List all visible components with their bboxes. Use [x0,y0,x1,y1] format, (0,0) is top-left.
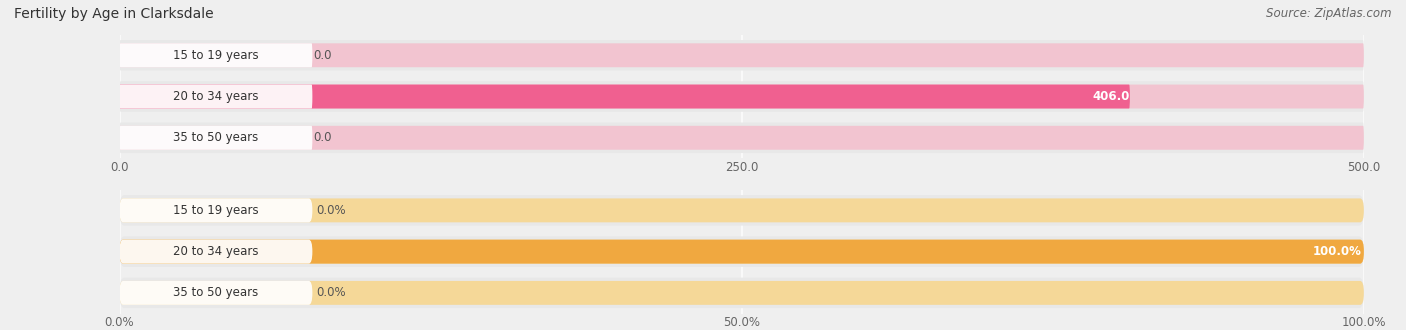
FancyBboxPatch shape [120,126,312,150]
Text: 20 to 34 years: 20 to 34 years [173,245,259,258]
FancyBboxPatch shape [120,195,1364,226]
FancyBboxPatch shape [120,126,1364,150]
Text: 406.0: 406.0 [1092,90,1129,103]
FancyBboxPatch shape [120,81,1364,112]
Text: 20 to 34 years: 20 to 34 years [173,90,259,103]
FancyBboxPatch shape [120,281,1364,305]
FancyBboxPatch shape [120,84,312,109]
FancyBboxPatch shape [120,240,1364,264]
Text: 35 to 50 years: 35 to 50 years [173,286,259,299]
Text: 0.0%: 0.0% [316,204,346,217]
FancyBboxPatch shape [120,43,1364,67]
FancyBboxPatch shape [120,198,1364,222]
Text: 0.0%: 0.0% [316,286,346,299]
FancyBboxPatch shape [120,84,1364,109]
Text: 35 to 50 years: 35 to 50 years [173,131,259,144]
Text: Source: ZipAtlas.com: Source: ZipAtlas.com [1267,7,1392,19]
Text: 100.0%: 100.0% [1313,245,1361,258]
FancyBboxPatch shape [120,281,312,305]
FancyBboxPatch shape [120,84,1130,109]
FancyBboxPatch shape [120,43,312,67]
Text: 15 to 19 years: 15 to 19 years [173,49,259,62]
FancyBboxPatch shape [120,278,1364,308]
FancyBboxPatch shape [120,240,312,264]
FancyBboxPatch shape [120,122,1364,153]
Text: 0.0: 0.0 [314,49,332,62]
Text: Fertility by Age in Clarksdale: Fertility by Age in Clarksdale [14,7,214,20]
FancyBboxPatch shape [120,236,1364,267]
Text: 15 to 19 years: 15 to 19 years [173,204,259,217]
FancyBboxPatch shape [120,40,1364,71]
FancyBboxPatch shape [120,240,1364,264]
FancyBboxPatch shape [120,198,312,222]
Text: 0.0: 0.0 [314,131,332,144]
